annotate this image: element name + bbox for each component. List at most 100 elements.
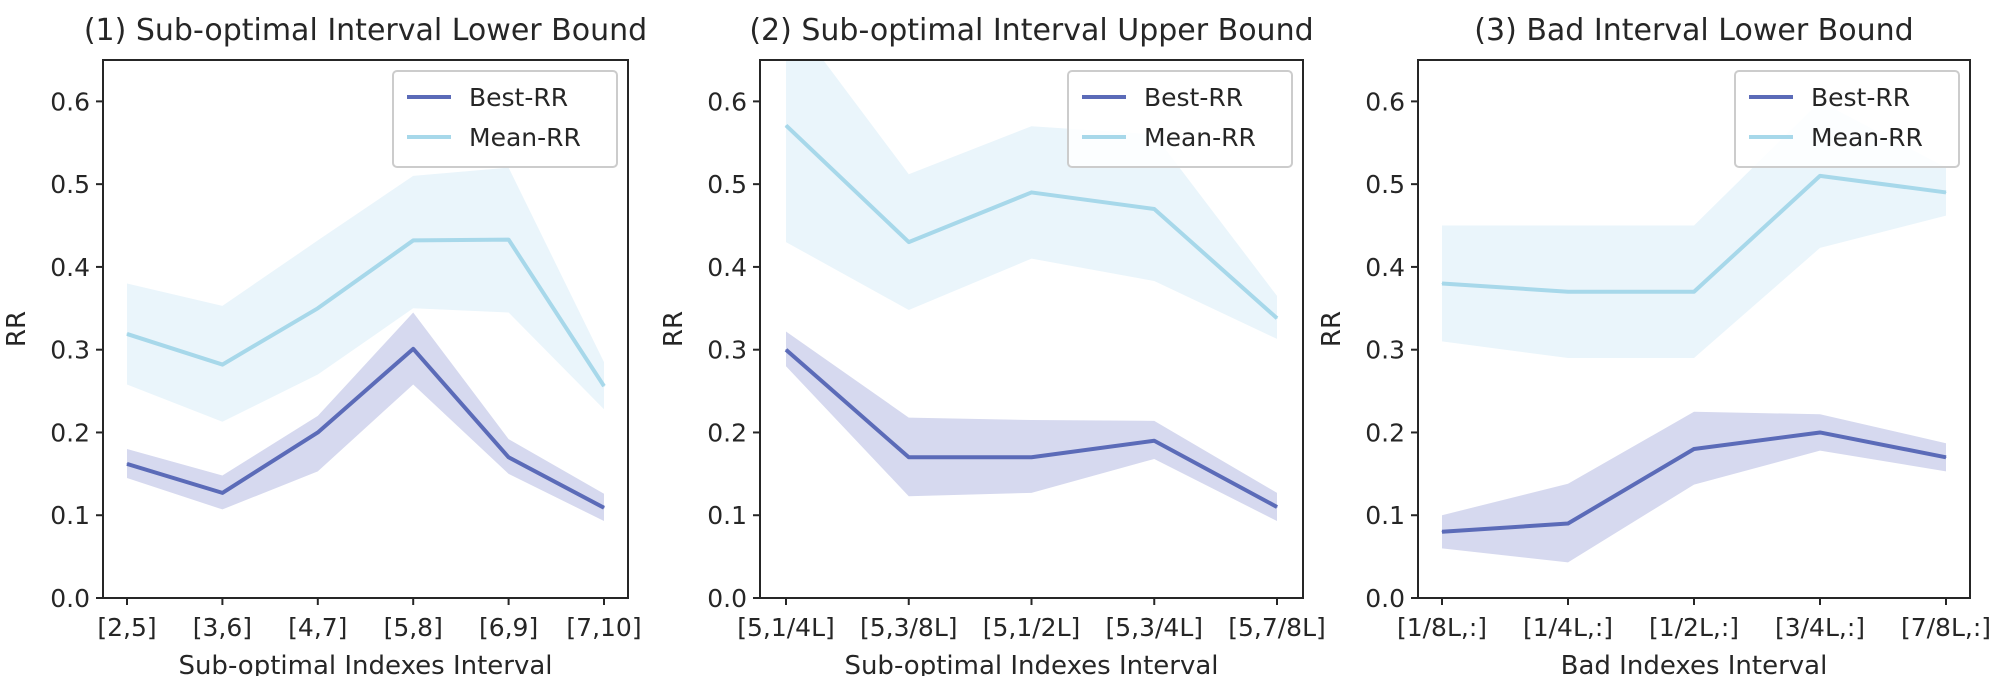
x-tick-label: [5,8] bbox=[384, 613, 443, 642]
data-point bbox=[1276, 506, 1278, 508]
chart-panel-3: 0.0 0.1 0.2 0.3 0.4 0.5 0.6 [1/8L,:] [1/4L,:] [1/… bbox=[1317, 13, 1991, 676]
x-tick-label: [6,9] bbox=[479, 613, 538, 642]
chart-title: (2) Sub-optimal Interval Upper Bound bbox=[749, 13, 1313, 48]
x-tick-label: [7/8L,:] bbox=[1901, 613, 1991, 642]
series-line-mean-rr bbox=[126, 237, 606, 388]
data-point bbox=[1819, 175, 1821, 177]
data-point bbox=[1693, 291, 1695, 293]
chart-panel-1: 0.0 0.1 0.2 0.3 0.4 0.5 0.6 [2,5] [3,6] [4,7] [5,8… bbox=[2, 13, 647, 676]
x-tick-label: [7,10] bbox=[566, 613, 641, 642]
x-tick-label: [5,1/4L] bbox=[737, 613, 835, 642]
y-tick-label: 0.4 bbox=[707, 253, 747, 282]
x-tick-label: [5,3/8L] bbox=[860, 613, 958, 642]
data-point bbox=[317, 431, 319, 433]
data-point bbox=[785, 124, 787, 126]
y-tick-label: 0.3 bbox=[50, 336, 90, 365]
legend-label: Best-RR bbox=[1144, 83, 1243, 112]
y-tick-label: 0.4 bbox=[50, 253, 90, 282]
confidence-band-mean-rr bbox=[786, 60, 1277, 339]
data-point bbox=[1276, 317, 1278, 319]
legend: Best-RR Mean-RR bbox=[392, 70, 618, 168]
x-axis-label: Sub-optimal Indexes Interval bbox=[844, 651, 1218, 676]
data-point bbox=[412, 348, 414, 350]
y-tick-label: 0.1 bbox=[50, 501, 90, 530]
legend-label: Best-RR bbox=[1811, 83, 1910, 112]
data-point bbox=[317, 307, 319, 309]
y-tick-label: 0.0 bbox=[50, 584, 90, 613]
x-tick-label: [1/4L,:] bbox=[1523, 613, 1613, 642]
legend: Best-RR Mean-RR bbox=[1734, 70, 1960, 168]
chart-panel-2: 0.0 0.1 0.2 0.3 0.4 0.5 0.6 [5,1/4L] [5,3/8L] [5,… bbox=[659, 13, 1326, 676]
data-point bbox=[908, 456, 910, 458]
data-point bbox=[1031, 456, 1032, 458]
data-point bbox=[221, 364, 223, 366]
y-tick-label: 0.0 bbox=[1365, 584, 1405, 613]
data-point bbox=[603, 385, 605, 387]
y-tick-label: 0.1 bbox=[1365, 501, 1405, 530]
data-point bbox=[221, 492, 223, 494]
x-tick-label: [3/4L,:] bbox=[1775, 613, 1865, 642]
y-axis-label: RR bbox=[2, 311, 32, 347]
x-axis-label: Bad Indexes Interval bbox=[1561, 651, 1828, 676]
data-point bbox=[1945, 456, 1947, 458]
data-point bbox=[1945, 191, 1947, 193]
data-point bbox=[1441, 531, 1443, 533]
x-tick-label: [3,6] bbox=[193, 613, 252, 642]
data-point bbox=[126, 333, 128, 335]
y-tick-label: 0.6 bbox=[50, 87, 90, 116]
y-tick-label: 0.1 bbox=[707, 501, 747, 530]
series-line-best-rr bbox=[126, 346, 605, 510]
data-point bbox=[603, 507, 605, 509]
y-tick-label: 0.2 bbox=[50, 418, 90, 447]
data-point bbox=[412, 239, 414, 241]
y-tick-label: 0.3 bbox=[707, 336, 747, 365]
plot-area bbox=[784, 60, 1279, 522]
plot-area bbox=[1441, 101, 1947, 563]
data-point bbox=[126, 463, 128, 465]
y-tick-label: 0.5 bbox=[50, 170, 90, 199]
legend-label: Best-RR bbox=[469, 83, 568, 112]
x-tick-label: [4,7] bbox=[288, 613, 347, 642]
legend-label: Mean-RR bbox=[1811, 123, 1923, 152]
chart-title: (1) Sub-optimal Interval Lower Bound bbox=[84, 13, 647, 48]
data-point bbox=[1819, 431, 1821, 433]
plot-area bbox=[126, 167, 606, 522]
data-point bbox=[1441, 282, 1443, 284]
y-tick-label: 0.6 bbox=[1365, 87, 1405, 116]
x-tick-label: [1/8L,:] bbox=[1397, 613, 1487, 642]
y-axis-label: RR bbox=[659, 311, 689, 347]
confidence-band-best-rr bbox=[786, 331, 1277, 522]
data-point bbox=[1693, 448, 1695, 450]
y-tick-label: 0.2 bbox=[707, 418, 747, 447]
x-tick-label: [5,1/2L] bbox=[983, 613, 1081, 642]
data-point bbox=[1031, 191, 1032, 193]
confidence-band-best-rr bbox=[1442, 411, 1946, 563]
y-tick-label: 0.2 bbox=[1365, 418, 1405, 447]
x-axis-label: Sub-optimal Indexes Interval bbox=[178, 651, 552, 676]
data-point bbox=[1153, 208, 1155, 210]
data-point bbox=[508, 239, 510, 241]
legend: Best-RR Mean-RR bbox=[1067, 70, 1293, 168]
confidence-band-best-rr bbox=[127, 312, 604, 522]
x-tick-label: [5,7/8L] bbox=[1228, 613, 1326, 642]
data-point bbox=[1153, 440, 1155, 442]
data-point bbox=[1567, 523, 1569, 525]
y-tick-label: 0.4 bbox=[1365, 253, 1405, 282]
y-tick-label: 0.6 bbox=[707, 87, 747, 116]
y-axis-label: RR bbox=[1317, 311, 1347, 347]
legend-label: Mean-RR bbox=[1144, 123, 1256, 152]
confidence-band-mean-rr bbox=[127, 167, 604, 422]
y-tick-label: 0.3 bbox=[1365, 336, 1405, 365]
x-tick-label: [5,3/4L] bbox=[1105, 613, 1203, 642]
data-point bbox=[1567, 291, 1569, 293]
x-tick-label: [2,5] bbox=[97, 613, 156, 642]
data-point bbox=[785, 349, 787, 351]
chart-title: (3) Bad Interval Lower Bound bbox=[1474, 13, 1913, 48]
y-tick-label: 0.5 bbox=[1365, 170, 1405, 199]
x-tick-label: [1/2L,:] bbox=[1649, 613, 1739, 642]
data-point bbox=[908, 241, 910, 243]
y-tick-label: 0.5 bbox=[707, 170, 747, 199]
y-tick-label: 0.0 bbox=[707, 584, 747, 613]
legend-label: Mean-RR bbox=[469, 123, 581, 152]
